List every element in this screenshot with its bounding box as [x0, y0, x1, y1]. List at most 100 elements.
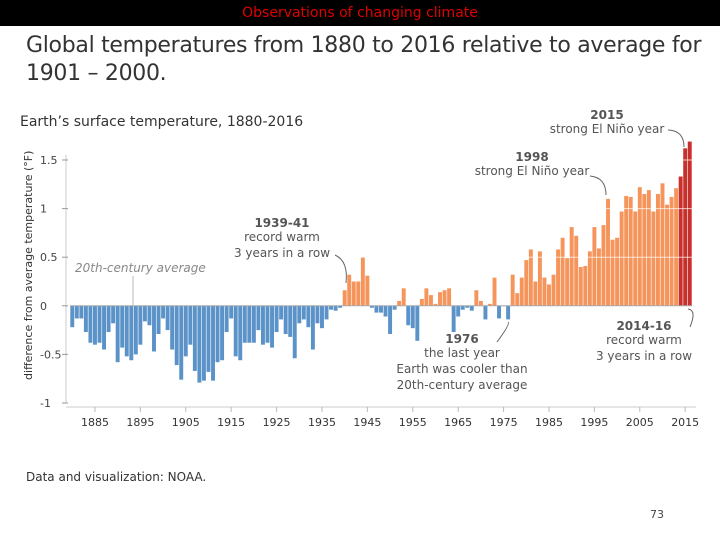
- bar-1963: [447, 288, 452, 306]
- annotation-text: 20th-century average: [397, 378, 528, 392]
- bar-1978: [515, 293, 520, 306]
- bar-1981: [528, 249, 533, 306]
- bar-2013: [674, 188, 679, 306]
- bar-1953: [401, 288, 406, 306]
- bar-2001: [619, 211, 624, 306]
- x-tick-label: 1915: [217, 416, 245, 429]
- bar-1965: [456, 305, 461, 317]
- bar-1982: [533, 281, 538, 306]
- bar-1940: [342, 290, 347, 306]
- x-tick-label: 1995: [580, 416, 608, 429]
- bar-1977: [510, 274, 515, 306]
- x-tick-label: 1985: [535, 416, 563, 429]
- bar-2004: [633, 211, 638, 306]
- bar-1939: [338, 305, 343, 308]
- bar-1957: [419, 298, 424, 306]
- bar-1916: [233, 305, 238, 357]
- bar-1926: [279, 305, 284, 320]
- bar-2010: [660, 183, 665, 306]
- bar-1903: [174, 305, 179, 366]
- bar-1950: [388, 305, 393, 334]
- x-tick-label: 2005: [626, 416, 654, 429]
- bar-1997: [601, 225, 606, 306]
- bar-2008: [651, 211, 656, 306]
- bar-1948: [379, 305, 383, 313]
- y-tick-label: 1.5: [40, 154, 58, 167]
- bar-1958: [424, 288, 429, 306]
- x-tick-label: 1945: [353, 416, 381, 429]
- bar-1945: [365, 275, 370, 306]
- x-tick-label: 1955: [399, 416, 427, 429]
- bar-1914: [224, 305, 229, 333]
- bar-1909: [201, 305, 206, 381]
- x-tick-label: 1975: [490, 416, 518, 429]
- bar-1964: [451, 305, 456, 333]
- bar-1883: [83, 305, 88, 333]
- bar-2014: [678, 176, 683, 306]
- annotation-arrow: [334, 254, 347, 284]
- bar-1927: [283, 305, 288, 334]
- bar-1888: [106, 305, 111, 333]
- bar-1884: [88, 305, 93, 343]
- y-tick-label: -0.5: [40, 348, 61, 361]
- bar-1934: [315, 305, 320, 324]
- bar-1890: [115, 305, 120, 363]
- bar-1889: [111, 305, 116, 324]
- y-tick-label: 0: [40, 300, 47, 313]
- bar-1995: [592, 227, 597, 306]
- bar-1961: [438, 292, 442, 306]
- bar-1993: [583, 265, 588, 306]
- bar-1937: [329, 305, 334, 310]
- bar-1989: [565, 258, 570, 306]
- annotation-text: the last year: [424, 346, 500, 360]
- bar-1928: [288, 305, 293, 337]
- bar-1908: [197, 305, 202, 383]
- bar-1924: [270, 305, 275, 348]
- bar-1992: [578, 266, 583, 306]
- bar-1938: [333, 305, 338, 311]
- annotation-year: 1976: [445, 332, 478, 346]
- bar-1974: [497, 305, 502, 319]
- bar-1894: [133, 305, 138, 355]
- bar-1917: [238, 305, 243, 361]
- bar-2015: [683, 148, 688, 306]
- bar-1929: [292, 305, 297, 359]
- bar-1952: [397, 300, 402, 306]
- banner-text: Observations of changing climate: [242, 5, 478, 21]
- x-tick-label: 1925: [263, 416, 291, 429]
- bar-1885: [93, 305, 97, 345]
- x-tick-label: 1965: [444, 416, 472, 429]
- bar-1907: [192, 305, 197, 371]
- bar-1922: [260, 305, 265, 345]
- bar-1931: [301, 305, 306, 320]
- bar-1951: [392, 305, 397, 310]
- bar-1955: [410, 305, 415, 329]
- bar-1919: [247, 305, 252, 343]
- bar-1979: [519, 277, 524, 306]
- bar-1956: [415, 305, 420, 341]
- bar-2005: [637, 187, 642, 306]
- bar-2012: [669, 196, 674, 306]
- x-tick-label: 1935: [308, 416, 336, 429]
- bar-1969: [474, 290, 479, 306]
- annotation-arrow: [589, 175, 607, 196]
- bar-1906: [188, 305, 193, 345]
- annotation-year: 1939-41: [254, 216, 309, 230]
- page-number: 73: [650, 508, 664, 521]
- chart-title: Earth’s surface temperature, 1880-2016: [20, 114, 303, 130]
- annotation-text: 3 years in a row: [596, 349, 692, 363]
- bar-1968: [469, 305, 474, 311]
- bar-1973: [492, 277, 497, 306]
- bar-1898: [152, 305, 156, 352]
- bar-1921: [256, 305, 261, 331]
- bar-1932: [306, 305, 311, 328]
- y-tick-label: 1: [40, 203, 47, 216]
- bar-1999: [610, 239, 615, 306]
- annotation-text: strong El Niño year: [550, 122, 665, 136]
- bar-1942: [351, 281, 356, 306]
- bar-1918: [242, 305, 247, 343]
- annotation-text: strong El Niño year: [475, 164, 590, 178]
